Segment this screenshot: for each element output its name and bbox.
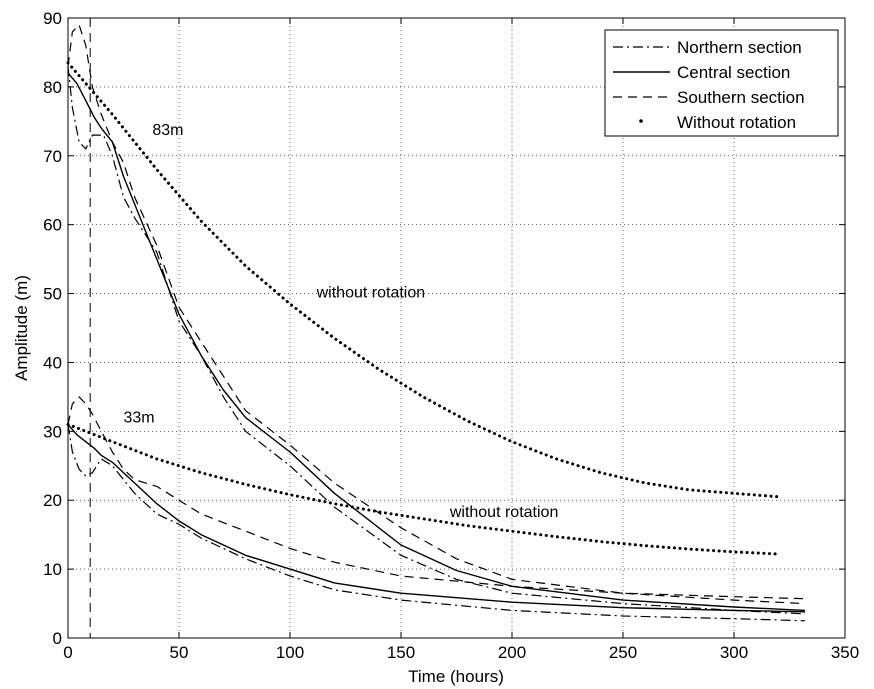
legend: Northern section Central section Souther… [604, 29, 839, 137]
y-tick-label-80: 80 [43, 78, 62, 97]
legend-label-central: Central section [677, 63, 790, 82]
annotation-2: 33m [124, 409, 155, 426]
plot-frame [67, 17, 846, 639]
x-tick-label-300: 300 [720, 643, 748, 662]
series-83m-dotted [66, 61, 780, 499]
legend-label-northern: Northern section [677, 38, 802, 57]
legend-label-without-rotation: Without rotation [677, 113, 796, 132]
annotation-1: without rotation [316, 285, 426, 302]
legend-box [604, 29, 839, 137]
x-axis-label: Time (hours) [408, 667, 504, 686]
y-tick-label-90: 90 [43, 9, 62, 28]
series-83m-dashed [67, 24, 806, 605]
y-tick-label-70: 70 [43, 147, 62, 166]
x-tick-label-350: 350 [831, 643, 859, 662]
y-axis-label: Amplitude (m) [12, 275, 31, 381]
series-33m-dashed [67, 396, 806, 600]
annotations: 83m without rotation 33m without rotation [124, 122, 559, 521]
series-83m-dashdot [67, 66, 806, 615]
y-tick-label-60: 60 [43, 216, 62, 235]
y-tick-label-50: 50 [43, 285, 62, 304]
annotation-3: without rotation [449, 504, 559, 521]
x-tick-label-250: 250 [609, 643, 637, 662]
x-tick-label-50: 50 [170, 643, 189, 662]
ticks: 0 50 100 150 200 250 300 350 0 10 20 30 40 50 60 70 80 90 [43, 9, 859, 662]
annotation-0: 83m [152, 122, 183, 139]
series-33m-solid [67, 423, 806, 613]
legend-label-southern: Southern section [677, 88, 805, 107]
x-tick-label-150: 150 [387, 643, 415, 662]
x-tick-label-200: 200 [498, 643, 526, 662]
y-tick-label-20: 20 [43, 491, 62, 510]
x-tick-label-100: 100 [276, 643, 304, 662]
series-group [66, 18, 806, 638]
y-tick-label-0: 0 [53, 629, 62, 648]
y-tick-label-30: 30 [43, 422, 62, 441]
y-tick-label-10: 10 [43, 560, 62, 579]
grid [68, 18, 845, 638]
legend-swatch-without-rotation [639, 119, 643, 123]
x-tick-label-0: 0 [63, 643, 72, 662]
y-tick-label-40: 40 [43, 353, 62, 372]
series-33m-dotted [66, 422, 780, 556]
